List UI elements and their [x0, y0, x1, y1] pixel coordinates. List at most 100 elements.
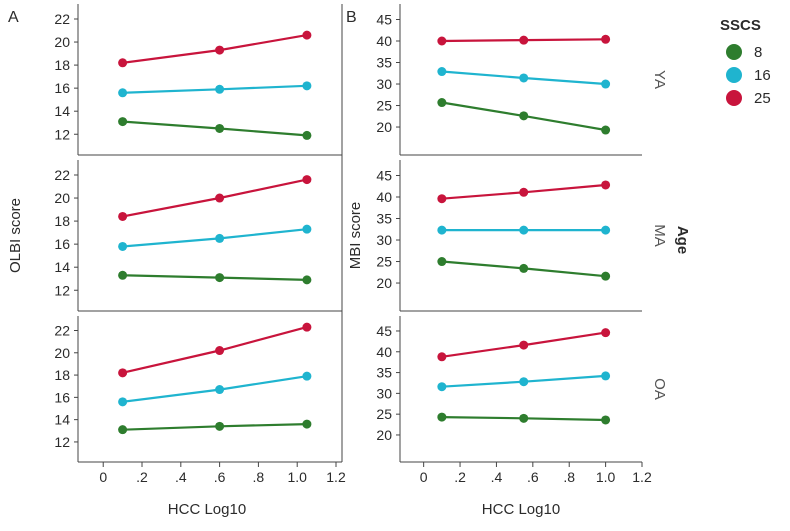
panel-b-xtick-label: 1.2 [632, 469, 652, 485]
panel-b-row-oa-series-25-point [601, 328, 611, 338]
panel-b-row-ma-series-8-point [437, 257, 447, 267]
panel-a-row-oa-series-25-point [118, 368, 128, 378]
panel-a-xtick-label: .4 [175, 469, 187, 485]
panel-a-xtick-label: .2 [136, 469, 148, 485]
panel-a-row-ma-series-16-point [118, 241, 128, 251]
facet-label-oa: OA [651, 378, 668, 400]
panel-a-row-ma-ytick-label: 14 [54, 259, 70, 275]
panel-a-row-ya-series-16-point [118, 88, 128, 98]
panel-b-row-ma-series-8-point [519, 263, 529, 273]
panel-a-ylabel: OLBI score [7, 198, 24, 273]
panel-b-xlabel: HCC Log10 [482, 501, 560, 518]
panel-a-letter: A [8, 9, 19, 26]
panel-a-row-ma-ytick-label: 20 [54, 190, 70, 206]
panel-a-xtick-label: .8 [253, 469, 265, 485]
panel-a-row-ma-ytick-label: 18 [54, 213, 70, 229]
panel-b-xtick-label: 0 [420, 469, 428, 485]
panel-b-row-ya-ytick-label: 35 [376, 55, 392, 71]
panel-a-row-oa-series-16-point [302, 371, 312, 381]
panel-b-row-oa-series-8-point [519, 413, 529, 423]
legend-title: SSCS [720, 17, 761, 34]
panel-a-row-ya-series-8-point [215, 123, 225, 133]
panel-b-row-oa-ytick-label: 45 [376, 323, 392, 339]
panel-a-row-ma-series-8-point [215, 273, 225, 283]
panel-b-row-ma-series-16-point [437, 225, 447, 235]
facet-label-ya: YA [651, 70, 668, 89]
panel-a-row-oa-series-16-line [122, 375, 308, 403]
panel-a-row-ya-ytick-label: 22 [54, 11, 70, 27]
panel-b-row-ya-series-25-point [437, 36, 447, 46]
panel-b-row-ya-series-25-point [519, 35, 529, 45]
panel-a-row-ma-series-25-point [118, 211, 128, 221]
panel-a-row-ma-ytick-label: 22 [54, 167, 70, 183]
facet-label-ma: MA [651, 224, 668, 247]
panel-b-row-oa-series-8-point [601, 415, 611, 425]
panel-b-xtick-label: .8 [563, 469, 575, 485]
panel-b-row-ma-ytick-label: 45 [376, 167, 392, 183]
legend-swatch-8 [726, 44, 742, 60]
panel-a-row-oa-series-8-line [122, 423, 307, 431]
panel-b-xtick-label: .6 [527, 469, 539, 485]
panel-b-row-ya-series-8-point [437, 98, 447, 108]
panel-a-row-oa-ytick-label: 14 [54, 412, 70, 428]
panel-b-row-ma-series-25-point [519, 187, 529, 197]
panel-a-row-oa-ytick-label: 20 [54, 345, 70, 361]
panel-b-row-ya-series-16-point [519, 73, 529, 83]
panel-a-row-oa-ytick-label: 16 [54, 389, 70, 405]
panel-b-row-ma-ytick-label: 20 [376, 275, 392, 291]
panel-a-row-ya-series-16-point [302, 81, 312, 91]
panel-a-row-ma-series-16-line [122, 228, 308, 248]
panel-a-xtick-label: .6 [214, 469, 226, 485]
panel-a-row-ma-series-8-line [122, 274, 307, 281]
panel-b-row-ma-series-16-point [601, 225, 611, 235]
panel-a-row-oa-series-25-line [122, 326, 308, 374]
panel-b-row-ma-ytick-label: 40 [376, 189, 392, 205]
panel-b-row-ma-series-8-point [601, 271, 611, 281]
panel-a-row-oa-ytick-label: 22 [54, 322, 70, 338]
panel-b-row-ya-series-8-point [519, 111, 529, 121]
panel-a-row-ya-series-25-point [302, 30, 312, 40]
panel-a-row-ya-series-8-line [122, 120, 307, 137]
panel-a-row-ya-ytick-label: 14 [54, 103, 70, 119]
panel-b-row-oa-series-25-point [519, 340, 529, 350]
panel-b-xtick-label: .4 [491, 469, 503, 485]
panel-a-row-ya-ytick-label: 16 [54, 80, 70, 96]
panel-b-letter: B [346, 9, 357, 26]
legend-label-25: 25 [754, 90, 771, 107]
panel-b-row-oa-series-16-point [437, 382, 447, 392]
panel-b-row-ya-ytick-label: 45 [376, 11, 392, 27]
panel-a-row-ya-series-25-point [118, 58, 128, 68]
panel-b-row-ya-series-25-point [601, 34, 611, 44]
panel-a-row-ma-series-16-point [215, 233, 225, 243]
panel-b-ylabel: MBI score [347, 202, 364, 270]
panel-b-row-oa-series-16-point [601, 371, 611, 381]
panel-b-row-oa-ytick-label: 40 [376, 344, 392, 360]
panel-a-xtick-label: 0 [99, 469, 107, 485]
panel-a-row-ma-series-25-point [215, 193, 225, 203]
panel-a-row-ma-series-25-point [302, 175, 312, 185]
panel-a-row-oa-ytick-label: 12 [54, 434, 70, 450]
panel-b-row-ya-ytick-label: 30 [376, 76, 392, 92]
panel-a-row-ya-ytick-label: 12 [54, 126, 70, 142]
panel-b-row-ya-ytick-label: 20 [376, 119, 392, 135]
facet-title: Age [674, 226, 691, 254]
panel-a-row-ma-series-8-point [118, 270, 128, 280]
panel-a-xlabel: HCC Log10 [168, 501, 246, 518]
panel-a-row-ya-series-25-point [215, 45, 225, 55]
panel-a-row-ya-series-16-line [122, 84, 307, 94]
panel-a-row-ya-series-25-line [122, 34, 308, 64]
panel-a-row-oa-series-16-point [215, 385, 225, 395]
panel-a-row-ma-series-16-point [302, 224, 312, 234]
panel-b-row-oa-series-25-point [437, 352, 447, 362]
panel-a-row-oa-ytick-label: 18 [54, 367, 70, 383]
panel-a-row-ma-series-25-line [122, 178, 308, 218]
panel-b-row-ma-series-25-point [437, 194, 447, 204]
panel-a-row-oa-series-8-point [118, 425, 128, 435]
legend-swatch-25 [726, 90, 742, 106]
panel-b-xtick-label: .2 [454, 469, 466, 485]
panel-b-row-oa-ytick-label: 25 [376, 406, 392, 422]
panel-a-row-ya-series-16-point [215, 84, 225, 94]
legend-swatch-16 [726, 67, 742, 83]
